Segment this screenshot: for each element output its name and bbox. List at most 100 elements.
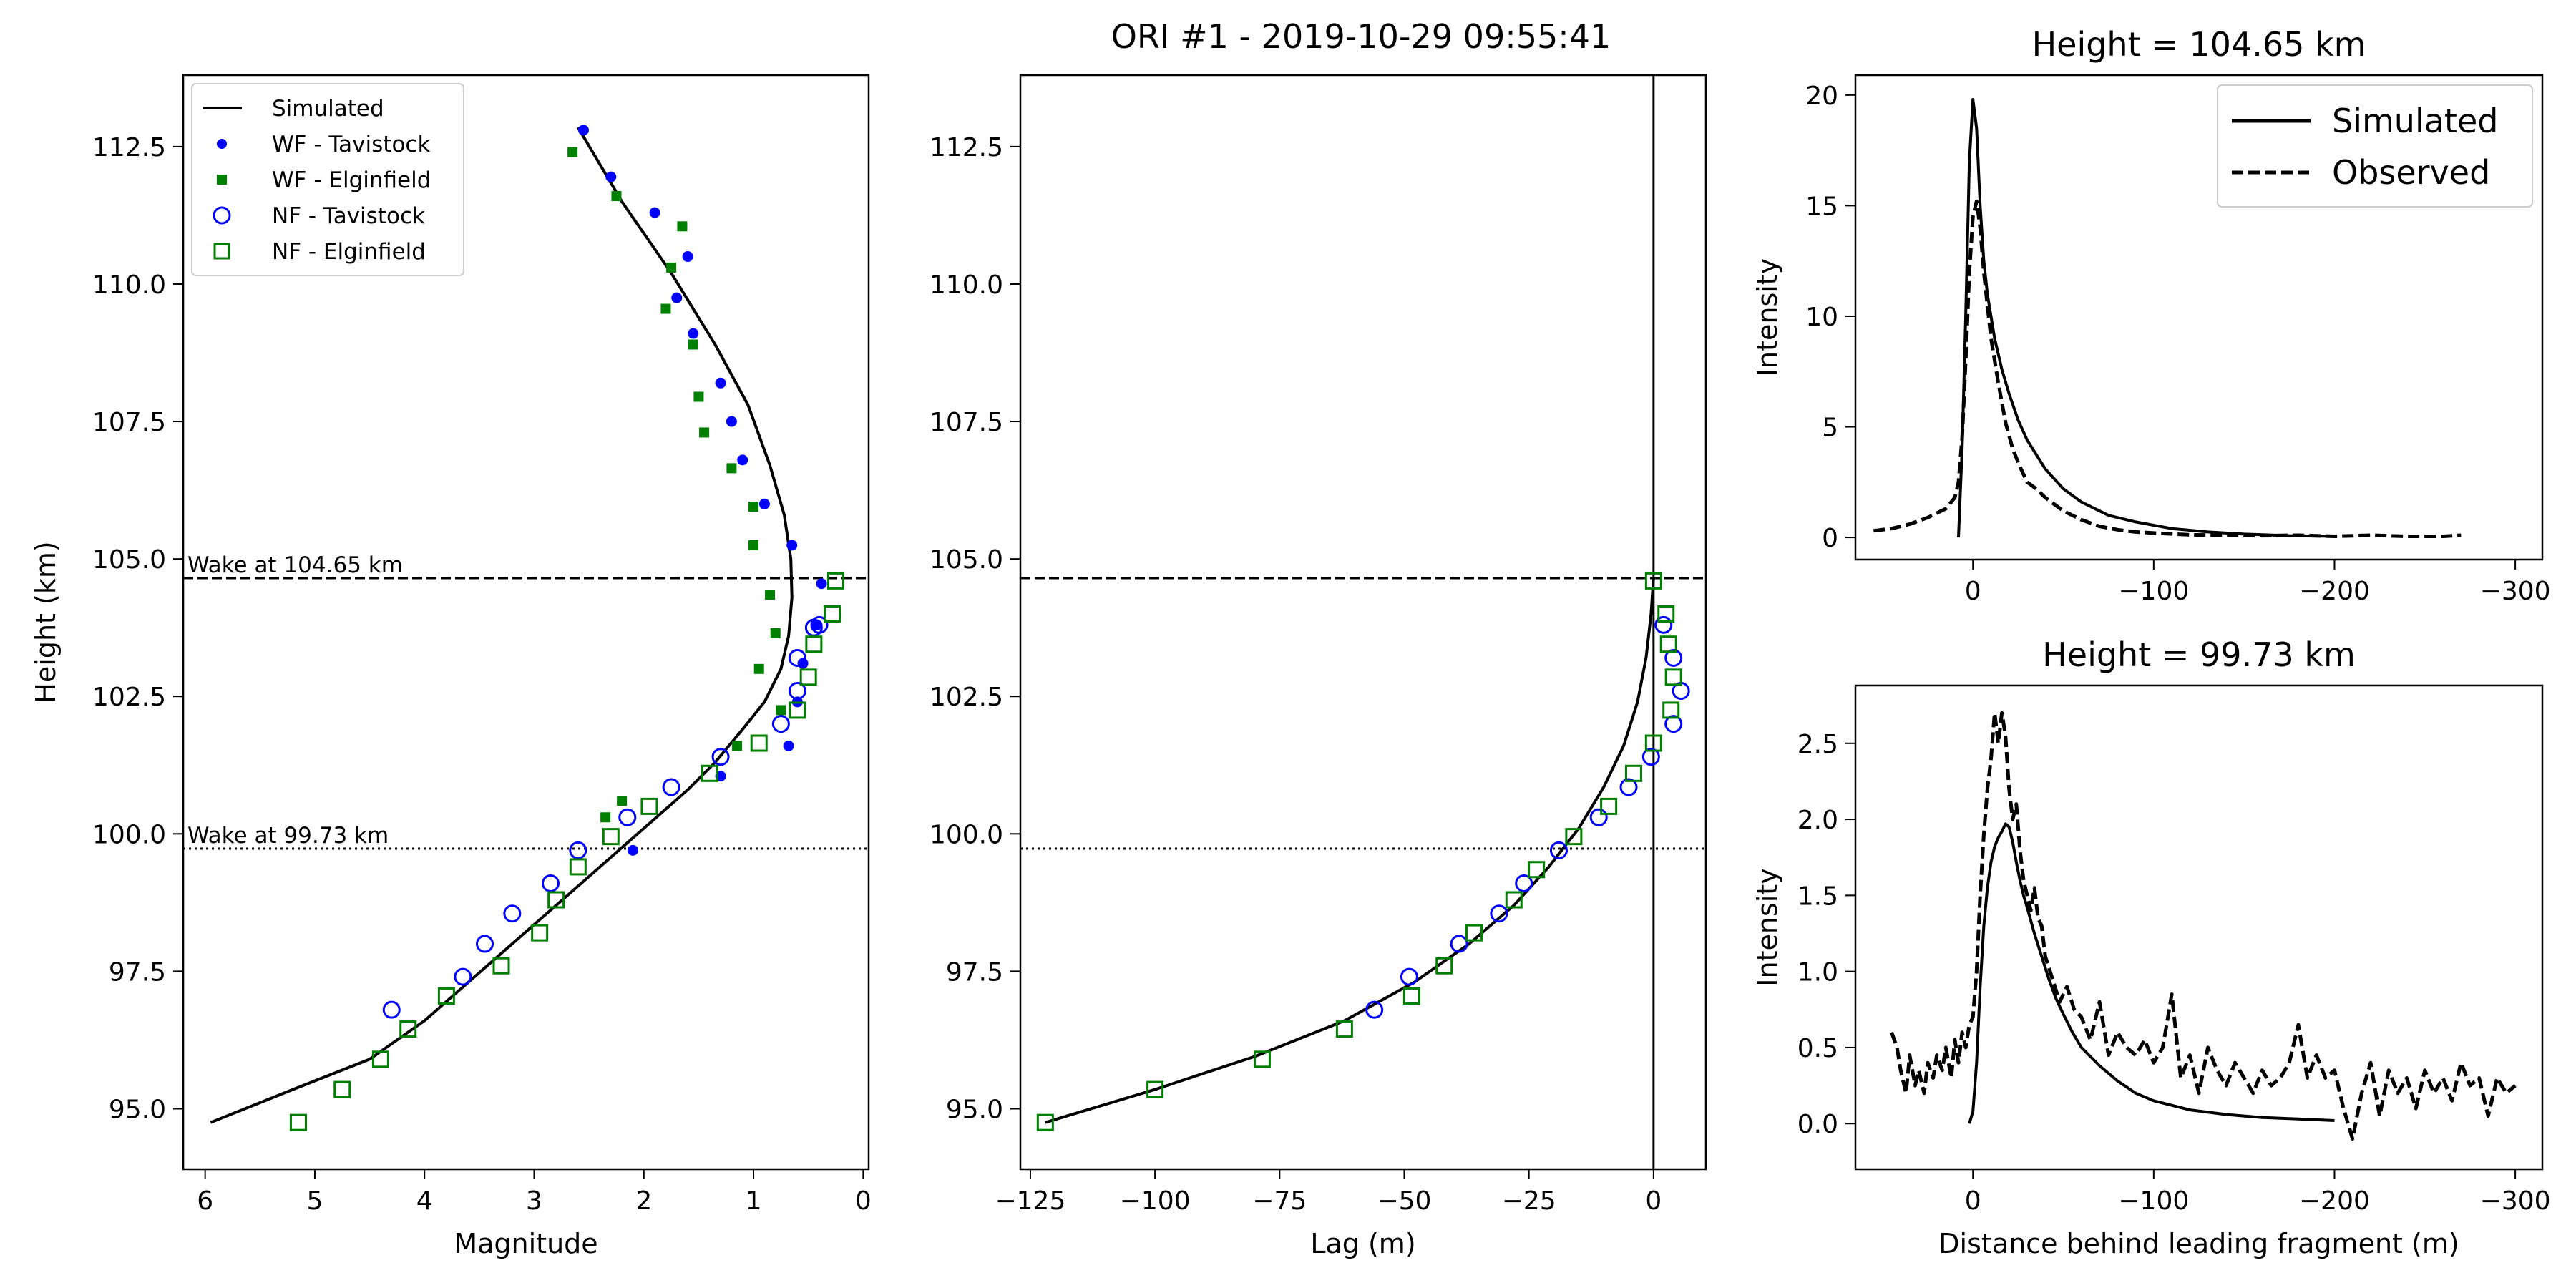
y-tick-label: 110.0 (92, 270, 166, 300)
data-point (805, 635, 823, 653)
data-point (748, 502, 759, 512)
data-point (765, 590, 776, 600)
y-tick-label: 1.5 (1797, 882, 1838, 911)
data-point (671, 292, 683, 303)
series-line (1890, 711, 2517, 1141)
y-tick-label: 2.5 (1797, 730, 1838, 759)
data-point (1657, 605, 1675, 623)
x-tick-label: −75 (1252, 1186, 1307, 1216)
data-point (789, 701, 806, 719)
x-tick-label: 0 (1645, 1186, 1662, 1216)
data-point (492, 957, 510, 975)
data-point (799, 668, 817, 686)
data-point (399, 1020, 417, 1038)
y-tick-label: 112.5 (930, 133, 1003, 162)
x-tick-label: 0 (1965, 1186, 1981, 1216)
data-point (1490, 904, 1508, 923)
legend-entry: Simulated (272, 96, 384, 122)
x-tick-label: 1 (746, 1186, 762, 1216)
data-point (711, 748, 730, 766)
data-point (1335, 1020, 1353, 1038)
data-point (1664, 715, 1683, 733)
series-line (1873, 199, 2462, 538)
y-axis-label: Intensity (1752, 868, 1783, 986)
data-point (382, 1000, 401, 1019)
wake-height-label: Wake at 99.73 km (187, 823, 389, 849)
data-point (640, 797, 658, 815)
data-point (1528, 861, 1546, 879)
legend-frame (191, 83, 464, 276)
plot-area (183, 125, 869, 1131)
y-tick-label: 107.5 (92, 408, 166, 437)
data-point (627, 844, 638, 856)
data-point (333, 1080, 351, 1098)
x-axis-label: Magnitude (454, 1228, 597, 1259)
series-line (1045, 577, 1655, 1124)
data-point (1435, 957, 1453, 975)
series-line (1957, 98, 2335, 538)
data-point (788, 648, 806, 667)
data-point (371, 1050, 389, 1068)
data-point (1365, 1000, 1384, 1019)
legend: Simulated WF - Tavistock WF - Elginfield NF… (191, 83, 464, 276)
y-tick-label: 97.5 (946, 957, 1003, 987)
data-point (682, 251, 693, 263)
data-point (1400, 967, 1418, 986)
y-tick-label: 112.5 (92, 133, 166, 162)
data-point (618, 808, 637, 826)
legend-entry: Simulated (2332, 102, 2498, 140)
y-tick-label: 105.0 (92, 545, 166, 575)
data-point (770, 628, 781, 638)
data-point (1253, 1050, 1271, 1068)
data-point (1624, 764, 1642, 782)
panel-title: Height = 104.65 km (2032, 25, 2366, 64)
data-point (611, 191, 622, 202)
panel-lag: −125 −100 −75 −50 −25 0 95.0 97.5 100.0 102.5 105.… (930, 74, 1707, 1259)
y-tick-label: 100.0 (930, 820, 1003, 849)
y-tick-label: 0.5 (1797, 1034, 1838, 1063)
y-tick-label: 0 (1822, 524, 1838, 553)
data-point (693, 391, 704, 402)
y-tick-label: 107.5 (930, 408, 1003, 437)
data-point (726, 463, 737, 474)
data-point (1644, 734, 1662, 752)
data-point (617, 796, 628, 806)
series-line (210, 126, 794, 1124)
data-point (758, 498, 770, 509)
legend-swatch (217, 139, 227, 149)
data-point (1146, 1080, 1164, 1098)
data-point (750, 734, 768, 752)
data-point (567, 147, 578, 157)
x-tick-label: 5 (306, 1186, 323, 1216)
data-point (701, 764, 718, 782)
y-tick-label: 95.0 (109, 1095, 166, 1124)
data-point (783, 740, 794, 751)
data-point (1402, 987, 1420, 1005)
x-tick-label: 3 (526, 1186, 542, 1216)
y-axis-label: Height (km) (30, 541, 62, 703)
plot-area (1890, 711, 2517, 1141)
data-point (1641, 748, 1660, 766)
data-point (1515, 874, 1533, 892)
data-point (1565, 828, 1583, 846)
legend-swatch (213, 206, 231, 225)
data-point (816, 578, 827, 590)
data-point (649, 207, 660, 218)
x-axis-label: Lag (m) (1310, 1228, 1415, 1259)
data-point (776, 705, 786, 716)
data-point (1664, 648, 1683, 667)
data-point (1465, 924, 1483, 942)
data-point (602, 828, 620, 846)
series-line (1968, 822, 2335, 1124)
data-point (737, 454, 748, 466)
data-point (289, 1113, 307, 1131)
data-point (1549, 841, 1568, 859)
y-tick-label: 10 (1805, 303, 1838, 332)
y-tick-label: 97.5 (109, 957, 166, 987)
data-point (1662, 701, 1680, 719)
data-point (569, 858, 587, 876)
data-point (810, 615, 829, 634)
x-tick-label: −50 (1377, 1186, 1431, 1216)
legend-entry: NF - Tavistock (272, 203, 425, 229)
legend-entry: NF - Elginfield (272, 239, 426, 265)
